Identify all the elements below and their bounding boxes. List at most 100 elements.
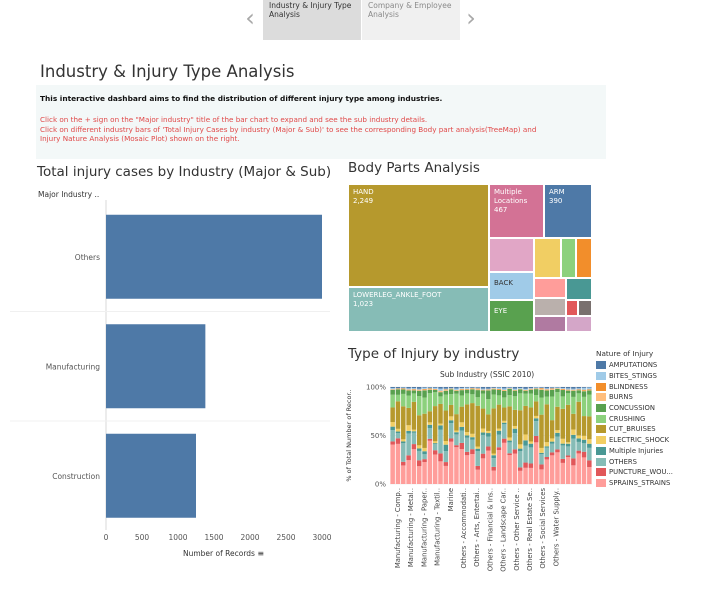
mosaic-segment[interactable] [581,435,587,440]
legend-item[interactable]: CUT_BRUISES [596,424,673,435]
mosaic-segment[interactable] [571,429,576,435]
mosaic-segment[interactable] [507,406,512,438]
mosaic-segment[interactable] [523,393,528,406]
mosaic-segment[interactable] [517,444,523,449]
mosaic-segment[interactable] [480,453,486,459]
mosaic-segment[interactable] [496,395,502,405]
legend-item[interactable]: CONCUSSION [596,403,673,414]
mosaic-segment[interactable] [486,390,491,400]
treemap-cell-small[interactable] [576,238,592,278]
mosaic-segment[interactable] [454,393,459,415]
mosaic-segment[interactable] [523,467,528,484]
mosaic-segment[interactable] [464,437,470,452]
mosaic-segment[interactable] [475,446,480,449]
mosaic-segment[interactable] [464,389,470,394]
mosaic-segment[interactable] [544,446,550,448]
mosaic-segment[interactable] [459,430,465,443]
mosaic-segment[interactable] [464,451,470,456]
mosaic-segment[interactable] [549,388,555,390]
mosaic-segment[interactable] [565,455,571,458]
mosaic-segment[interactable] [432,387,438,388]
mosaic-segment[interactable] [443,394,449,411]
mosaic-segment[interactable] [454,432,459,435]
mosaic-segment[interactable] [448,389,454,395]
mosaic-segment[interactable] [480,458,486,484]
treemap-cell-small[interactable] [561,238,576,278]
mosaic-segment[interactable] [502,422,507,425]
mosaic-segment[interactable] [539,387,544,388]
mosaic-segment[interactable] [432,450,438,455]
mosaic-segment[interactable] [533,418,539,422]
mosaic-segment[interactable] [560,443,566,446]
mosaic-segment[interactable] [411,429,417,432]
mosaic-segment[interactable] [565,389,571,391]
mosaic-segment[interactable] [560,408,566,439]
mosaic-segment[interactable] [443,389,449,391]
mosaic-segment[interactable] [496,388,502,390]
mosaic-segment[interactable] [427,438,433,441]
mosaic-segment[interactable] [576,441,581,451]
mosaic-segment[interactable] [486,446,491,451]
mosaic-segment[interactable] [517,470,523,484]
mosaic-segment[interactable] [555,436,560,450]
mosaic-segment[interactable] [470,449,475,455]
mosaic-segment[interactable] [448,423,454,439]
mosaic-segment[interactable] [555,449,560,453]
mosaic-segment[interactable] [438,396,443,404]
mosaic-segment[interactable] [401,389,406,394]
mosaic-segment[interactable] [470,394,475,404]
mosaic-segment[interactable] [507,440,512,443]
mosaic-segment[interactable] [571,390,576,397]
mosaic-segment[interactable] [464,393,470,405]
mosaic-segment[interactable] [523,387,528,389]
mosaic-segment[interactable] [491,455,496,459]
mosaic-segment[interactable] [480,390,486,394]
mosaic-segment[interactable] [416,387,422,389]
mosaic-segment[interactable] [411,393,417,402]
story-tab-company[interactable]: Company & Employee Analysis [362,0,460,40]
mosaic-segment[interactable] [533,435,539,443]
mosaic-segment[interactable] [539,452,544,455]
mosaic-segment[interactable] [432,387,438,390]
mosaic-segment[interactable] [406,387,411,389]
mosaic-segment[interactable] [416,396,422,416]
mosaic-segment[interactable] [432,406,438,442]
mosaic-segment[interactable] [427,427,433,439]
mosaic-segment[interactable] [544,396,550,405]
mosaic-segment[interactable] [459,390,465,396]
mosaic-segment[interactable] [438,453,443,462]
mosaic-segment[interactable] [422,459,427,463]
mosaic-segment[interactable] [571,396,576,414]
mosaic-segment[interactable] [464,455,470,484]
mosaic-segment[interactable] [571,438,576,459]
mosaic-segment[interactable] [517,448,523,452]
mosaic-segment[interactable] [443,451,449,463]
mosaic-segment[interactable] [512,396,518,410]
mosaic-segment[interactable] [486,436,491,447]
mosaic-segment[interactable] [502,388,507,390]
treemap-cell-hand[interactable]: HAND 2,249 [348,184,489,287]
mosaic-segment[interactable] [565,390,571,394]
mosaic-segment[interactable] [390,388,395,390]
mosaic-segment[interactable] [438,425,443,430]
mosaic-segment[interactable] [406,390,411,396]
mosaic-segment[interactable] [502,390,507,391]
mosaic-segment[interactable] [395,389,401,395]
mosaic-segment[interactable] [406,460,411,484]
mosaic-segment[interactable] [502,424,507,439]
mosaic-segment[interactable] [395,438,401,444]
mosaic-segment[interactable] [533,394,539,402]
mosaic-segment[interactable] [448,387,454,389]
mosaic-segment[interactable] [528,407,534,442]
mosaic-segment[interactable] [507,437,512,441]
mosaic-segment[interactable] [486,433,491,437]
mosaic-segment[interactable] [544,404,550,443]
mosaic-segment[interactable] [560,445,566,459]
mosaic-segment[interactable] [438,391,443,393]
mosaic-segment[interactable] [528,393,534,408]
mosaic-segment[interactable] [475,469,480,484]
mosaic-segment[interactable] [443,441,449,445]
mosaic-segment[interactable] [549,452,555,456]
mosaic-segment[interactable] [448,441,454,484]
mosaic-segment[interactable] [560,462,566,484]
